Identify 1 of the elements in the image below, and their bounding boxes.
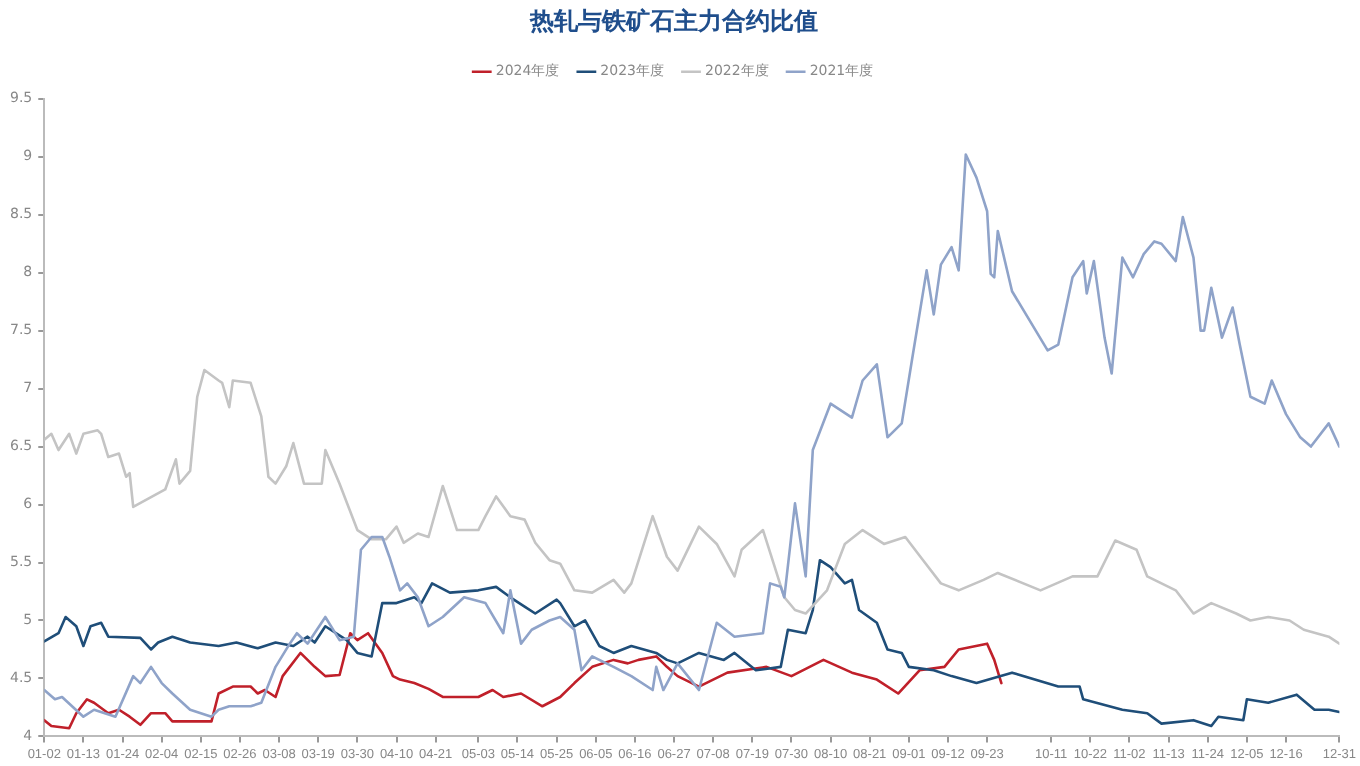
- chart-title: 热轧与铁矿石主力合约比值: [528, 6, 818, 35]
